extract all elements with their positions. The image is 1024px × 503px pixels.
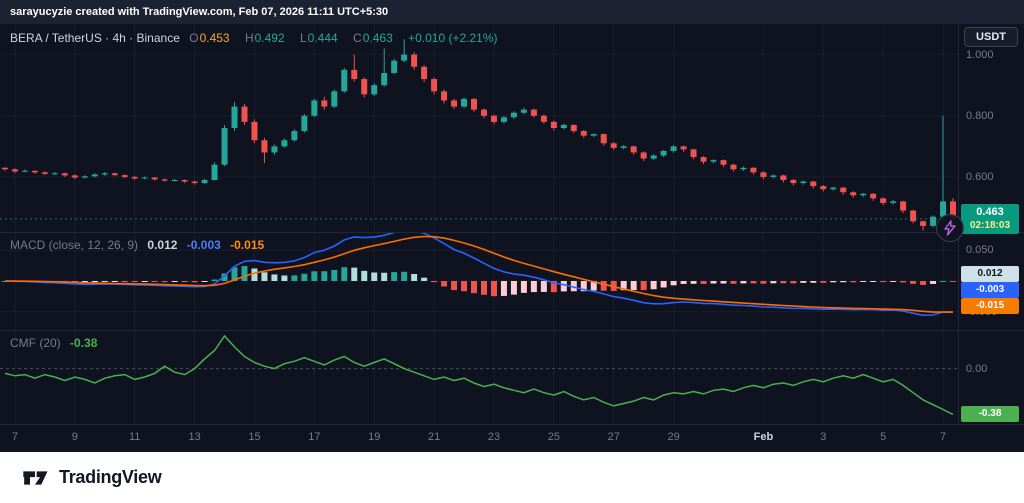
macd-pane[interactable] xyxy=(0,232,958,330)
macd-indicator-title[interactable]: MACD (close, 12, 26, 9) xyxy=(10,238,139,252)
time-axis[interactable]: 7 9 11 13 15 17 19 21 23 25 27 29 Feb 3 5 7 xyxy=(0,424,958,452)
time-label: 13 xyxy=(188,431,201,443)
time-label: 7 xyxy=(939,431,947,443)
time-label: 11 xyxy=(129,431,141,443)
macd-signal-value: -0.015 xyxy=(230,238,265,252)
last-price-badge: 0.463 02:18:03 xyxy=(961,203,1019,234)
brand-name[interactable]: TradingView xyxy=(59,467,162,487)
cmf-value: -0.38 xyxy=(70,336,98,350)
time-label: Feb xyxy=(753,431,774,443)
candles xyxy=(1,39,957,231)
lightning-bolt-icon xyxy=(944,220,956,236)
ohlc-open: O0.453 xyxy=(189,31,230,45)
time-label: 25 xyxy=(547,431,560,443)
pane-separator[interactable] xyxy=(0,330,1024,331)
last-price-value: 0.463 xyxy=(976,205,1004,218)
cmf-legend: CMF (20) -0.38 xyxy=(10,336,103,350)
scale-tick: 0.800 xyxy=(966,109,994,122)
tradingview-logo-icon[interactable] xyxy=(20,463,50,493)
currency-toggle-button[interactable]: USDT xyxy=(964,27,1018,47)
macd-value-badge: -0.003 xyxy=(961,281,1019,298)
bar-countdown: 02:18:03 xyxy=(969,219,1011,231)
macd-value-badge: 0.012 xyxy=(961,265,1019,282)
horizontal-gridlines xyxy=(0,54,958,178)
pane-separator[interactable] xyxy=(0,232,1024,233)
vertical-gridlines xyxy=(14,24,944,232)
ohlc-low: L0.444 xyxy=(299,31,338,45)
macd-line xyxy=(4,232,954,317)
cmf-pane[interactable] xyxy=(0,330,958,424)
signal-line xyxy=(4,235,954,313)
time-label: 9 xyxy=(71,431,78,443)
footer: TradingView xyxy=(0,452,1024,503)
time-label: 15 xyxy=(248,431,261,443)
scale-tick: 0.050 xyxy=(966,244,994,257)
macd-histogram xyxy=(1,266,957,297)
symbol-legend: BERA / TetherUS · 4h · Binance O0.453 H0… xyxy=(10,31,504,45)
main-price-pane[interactable] xyxy=(0,24,958,232)
time-axis-border xyxy=(0,424,1024,425)
cmf-value-badge: -0.38 xyxy=(961,406,1019,423)
attribution-bar: sarayucyzie created with TradingView.com… xyxy=(0,0,1024,24)
quick-trade-flash-icon[interactable] xyxy=(936,214,964,242)
time-label: 21 xyxy=(427,431,441,443)
time-label: 17 xyxy=(308,431,321,443)
ohlc-close: C0.463 xyxy=(353,31,393,45)
time-label: 23 xyxy=(487,431,501,443)
attribution-text: sarayucyzie created with TradingView.com… xyxy=(10,6,389,18)
time-label: 19 xyxy=(368,431,381,443)
symbol-title[interactable]: BERA / TetherUS · 4h · Binance xyxy=(10,31,180,45)
ohlc-high: H0.492 xyxy=(244,31,285,45)
macd-value-badge: -0.015 xyxy=(961,297,1019,314)
price-change: +0.010 (+2.21%) xyxy=(408,31,498,45)
vertical-gridlines xyxy=(14,330,944,424)
time-label: 7 xyxy=(11,431,19,443)
time-label: 27 xyxy=(607,431,620,443)
price-scale[interactable]: 1.0000.8000.6000.050-0.0500.000.46302:18… xyxy=(958,24,1024,424)
macd-legend: MACD (close, 12, 26, 9) 0.012 -0.003 -0.… xyxy=(10,238,270,252)
time-label: 5 xyxy=(880,431,887,443)
scale-tick: 1.000 xyxy=(966,48,994,61)
scale-tick: 0.00 xyxy=(966,362,988,375)
macd-hist-value: 0.012 xyxy=(147,238,178,252)
scale-tick: 0.600 xyxy=(966,170,994,183)
cmf-line xyxy=(4,334,954,416)
macd-line-value: -0.003 xyxy=(186,238,221,252)
time-label: 3 xyxy=(820,431,827,443)
time-label: 29 xyxy=(667,431,680,443)
cmf-indicator-title[interactable]: CMF (20) xyxy=(10,336,61,350)
horizontal-gridlines xyxy=(0,249,958,313)
